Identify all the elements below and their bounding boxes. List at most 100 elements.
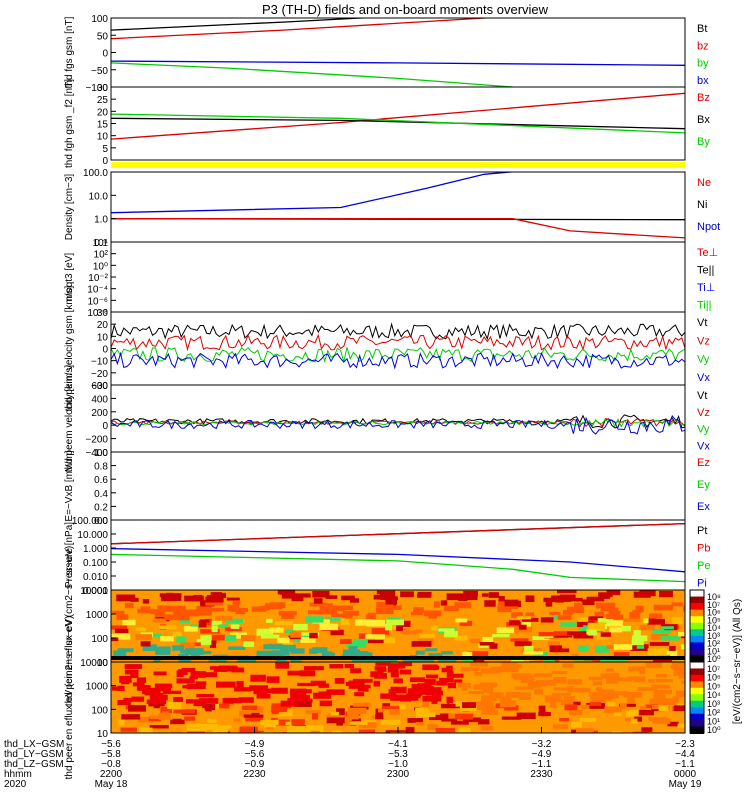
xaxis-value: −4.1 (388, 739, 408, 750)
ylabel: thd peim velocity gsm [km/s] (64, 285, 75, 411)
ytick-label: −10 (91, 357, 108, 368)
ytick-label: 10 (97, 132, 109, 143)
legend-ti: Ti⊥ (697, 282, 715, 294)
xaxis-value: 2230 (243, 769, 266, 780)
xaxis-value: 2330 (530, 769, 553, 780)
ytick-label: 1.0 (94, 448, 108, 459)
legend-ex: Ex (697, 501, 710, 513)
ytick-label: 0.001 (83, 586, 108, 597)
ytick-label: 50 (97, 31, 109, 42)
legend-bt: Bt (697, 23, 707, 35)
xaxis-value: −4.9 (245, 739, 265, 750)
ytick-label: 25 (97, 95, 109, 106)
ytick-label: 0.0 (94, 516, 108, 527)
legend-vt: Vt (697, 317, 707, 329)
series-vx-line (111, 351, 685, 370)
colorbar-tick: 10⁰ (707, 725, 721, 735)
ytick-label: 0 (102, 156, 108, 167)
legend-vz: Vz (697, 335, 710, 347)
ytick-label: 10⁻⁶ (87, 296, 108, 307)
ylabel: Pressure [nPa] (64, 522, 75, 588)
legend-pt: Pt (697, 525, 707, 537)
quality-flag-bar (111, 162, 685, 168)
xaxis-value: −1.1 (675, 759, 695, 770)
ytick-label: 0.4 (94, 489, 108, 500)
series-by-line (111, 62, 513, 87)
ytick-label: 10 (97, 658, 109, 669)
colorbar-tick: 10³ (707, 699, 720, 709)
colorbar-tick: 10⁰ (707, 654, 721, 664)
ytick-label: 100 (91, 14, 108, 25)
ytick-label: 100.000 (72, 516, 109, 527)
colorbar-tick: 10⁴ (707, 690, 721, 700)
ytick-label: 10⁰ (93, 261, 108, 272)
ytick-label: 20 (97, 107, 109, 118)
panel-frame (110, 171, 686, 243)
legend-bz: Bz (697, 92, 710, 104)
series-bx-line (111, 60, 685, 66)
ytick-label: −200 (85, 435, 108, 446)
xaxis-value: −0.8 (101, 759, 121, 770)
ytick-label: 1000 (86, 610, 109, 621)
colorbar-tick: 10⁵ (707, 615, 721, 625)
ytick-label: 200 (91, 408, 108, 419)
xaxis-value: −3.2 (532, 739, 552, 750)
colorbar-tick: 10¹ (707, 716, 720, 726)
legend-ez: Ez (697, 457, 710, 469)
legend-npot: Npot (697, 221, 720, 233)
series-bx-line (111, 117, 685, 130)
xaxis-row-label: thd_LY−GSM (4, 749, 64, 760)
colorbar-tick: 10¹ (707, 646, 720, 656)
legend-vx: Vx (697, 440, 710, 452)
xaxis-value: −5.3 (388, 749, 408, 760)
ytick-label: 20 (97, 320, 109, 331)
xaxis-value: 2300 (387, 769, 410, 780)
series-bz-line (111, 92, 685, 140)
legend-vy: Vy (697, 424, 710, 436)
legend-bx: Bx (697, 114, 710, 126)
ytick-label: 10² (94, 250, 109, 261)
panel-frame (110, 86, 686, 161)
panel-6: 600 400 200 0 −200 −400 thd peem velocity [km/… (64, 365, 710, 472)
colorbar-tick: 10⁸ (707, 592, 721, 602)
series-vy-line (111, 346, 685, 364)
colorbar-tick: 10⁶ (707, 673, 721, 683)
legend-ni: Ni (697, 199, 707, 211)
legend-ne: Ne (697, 177, 711, 189)
xaxis-row-label: thd_LZ−GSM (4, 759, 64, 770)
ytick-label: 100.0 (83, 168, 108, 179)
xaxis-row-label: hhmm (4, 769, 32, 780)
xaxis-value: −5.8 (101, 749, 121, 760)
xaxis-value: 2200 (100, 769, 123, 780)
xaxis-value: −0.9 (245, 759, 265, 770)
legend-te: Te|| (697, 265, 714, 277)
xaxis-value: −4.9 (532, 749, 552, 760)
xaxis-value: −4.4 (675, 749, 695, 760)
legend-pe: Pe (697, 560, 710, 572)
xaxis-row-label: thd_LX−GSM (4, 739, 64, 750)
colorbar-tick: 10² (707, 639, 720, 649)
ytick-label: 1.000 (83, 544, 108, 555)
series-vx-line (111, 414, 685, 435)
legend-vz: Vz (697, 407, 710, 419)
xaxis-row-label: 2020 (4, 779, 27, 790)
legend-ti: Ti|| (697, 300, 711, 312)
panel-frame (110, 241, 686, 313)
panel-frame (110, 451, 686, 521)
ylabel: Density [cm−3] (64, 174, 75, 241)
series-pb-line (111, 522, 685, 545)
xaxis-value: −1.1 (532, 759, 552, 770)
ytick-label: 100 (91, 634, 108, 645)
spectrogram-10 (111, 662, 685, 733)
xaxis-value: 0000 (674, 769, 697, 780)
ytick-label: 0 (102, 421, 108, 432)
spectrogram-9 (111, 590, 685, 662)
ylabel: E=−VxB [mV/m] (64, 450, 75, 521)
ytick-label: 10 (97, 729, 109, 740)
legend-by: By (697, 136, 710, 148)
panel-frame (110, 311, 686, 386)
ytick-label: 100 (91, 705, 108, 716)
ylabel: moqt3 [eV] (64, 253, 75, 302)
